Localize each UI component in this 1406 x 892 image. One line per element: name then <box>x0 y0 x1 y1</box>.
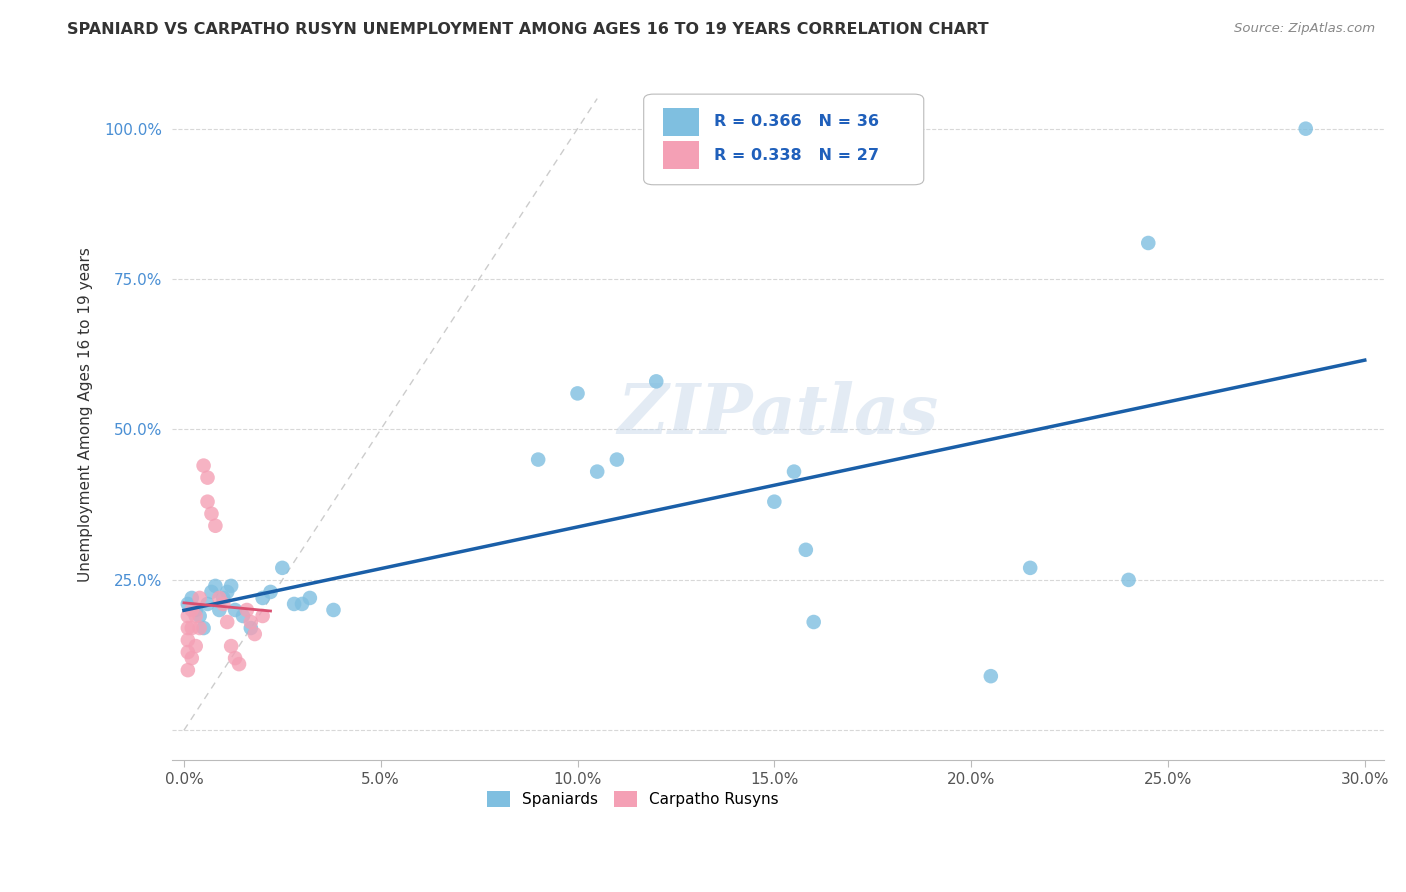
Point <box>204 518 226 533</box>
Point <box>177 633 200 648</box>
Point <box>322 603 344 617</box>
Text: Source: ZipAtlas.com: Source: ZipAtlas.com <box>1234 22 1375 36</box>
Point <box>188 609 211 624</box>
Text: SPANIARD VS CARPATHO RUSYN UNEMPLOYMENT AMONG AGES 16 TO 19 YEARS CORRELATION CH: SPANIARD VS CARPATHO RUSYN UNEMPLOYMENT … <box>67 22 988 37</box>
Point <box>208 591 231 605</box>
Point <box>283 597 305 611</box>
Point <box>243 627 266 641</box>
Point <box>177 621 200 635</box>
Point <box>239 615 262 629</box>
Point <box>204 579 226 593</box>
Point <box>232 609 254 624</box>
Point <box>252 591 274 605</box>
Point <box>180 651 202 665</box>
Point <box>567 386 589 401</box>
Point <box>193 621 215 635</box>
Point <box>219 639 242 653</box>
FancyBboxPatch shape <box>664 108 699 136</box>
Point <box>236 603 259 617</box>
Point <box>219 579 242 593</box>
Point <box>271 561 294 575</box>
Point <box>177 663 200 677</box>
Text: R = 0.366   N = 36: R = 0.366 N = 36 <box>714 114 879 129</box>
Point <box>180 591 202 605</box>
Point <box>527 452 550 467</box>
FancyBboxPatch shape <box>664 141 699 169</box>
Point <box>228 657 250 672</box>
Point <box>252 609 274 624</box>
Point <box>1118 573 1140 587</box>
Point <box>197 470 219 484</box>
Point <box>193 458 215 473</box>
Point <box>259 585 281 599</box>
Point <box>188 621 211 635</box>
Point <box>177 645 200 659</box>
Point <box>180 603 202 617</box>
Point <box>200 585 222 599</box>
Point <box>980 669 1002 683</box>
FancyBboxPatch shape <box>644 95 924 185</box>
Point <box>794 542 817 557</box>
Point <box>1295 121 1317 136</box>
Text: R = 0.338   N = 27: R = 0.338 N = 27 <box>714 147 879 162</box>
Legend: Spaniards, Carpatho Rusyns: Spaniards, Carpatho Rusyns <box>479 784 786 815</box>
Text: ZIPatlas: ZIPatlas <box>617 381 939 448</box>
Point <box>184 609 207 624</box>
Point <box>224 603 246 617</box>
Point <box>224 651 246 665</box>
Point <box>1137 235 1160 250</box>
Point <box>606 452 628 467</box>
Y-axis label: Unemployment Among Ages 16 to 19 years: Unemployment Among Ages 16 to 19 years <box>79 247 93 582</box>
Point <box>239 621 262 635</box>
Point <box>586 465 609 479</box>
Point <box>1019 561 1042 575</box>
Point <box>803 615 825 629</box>
Point <box>208 603 231 617</box>
Point <box>184 603 207 617</box>
Point <box>197 494 219 508</box>
Point <box>180 621 202 635</box>
Point <box>177 609 200 624</box>
Point <box>783 465 806 479</box>
Point <box>177 597 200 611</box>
Point <box>217 615 239 629</box>
Point <box>298 591 321 605</box>
Point <box>291 597 314 611</box>
Point <box>197 597 219 611</box>
Point <box>217 585 239 599</box>
Point <box>200 507 222 521</box>
Point <box>212 597 235 611</box>
Point <box>188 591 211 605</box>
Point <box>645 375 668 389</box>
Point <box>763 494 786 508</box>
Point <box>212 591 235 605</box>
Point <box>184 639 207 653</box>
